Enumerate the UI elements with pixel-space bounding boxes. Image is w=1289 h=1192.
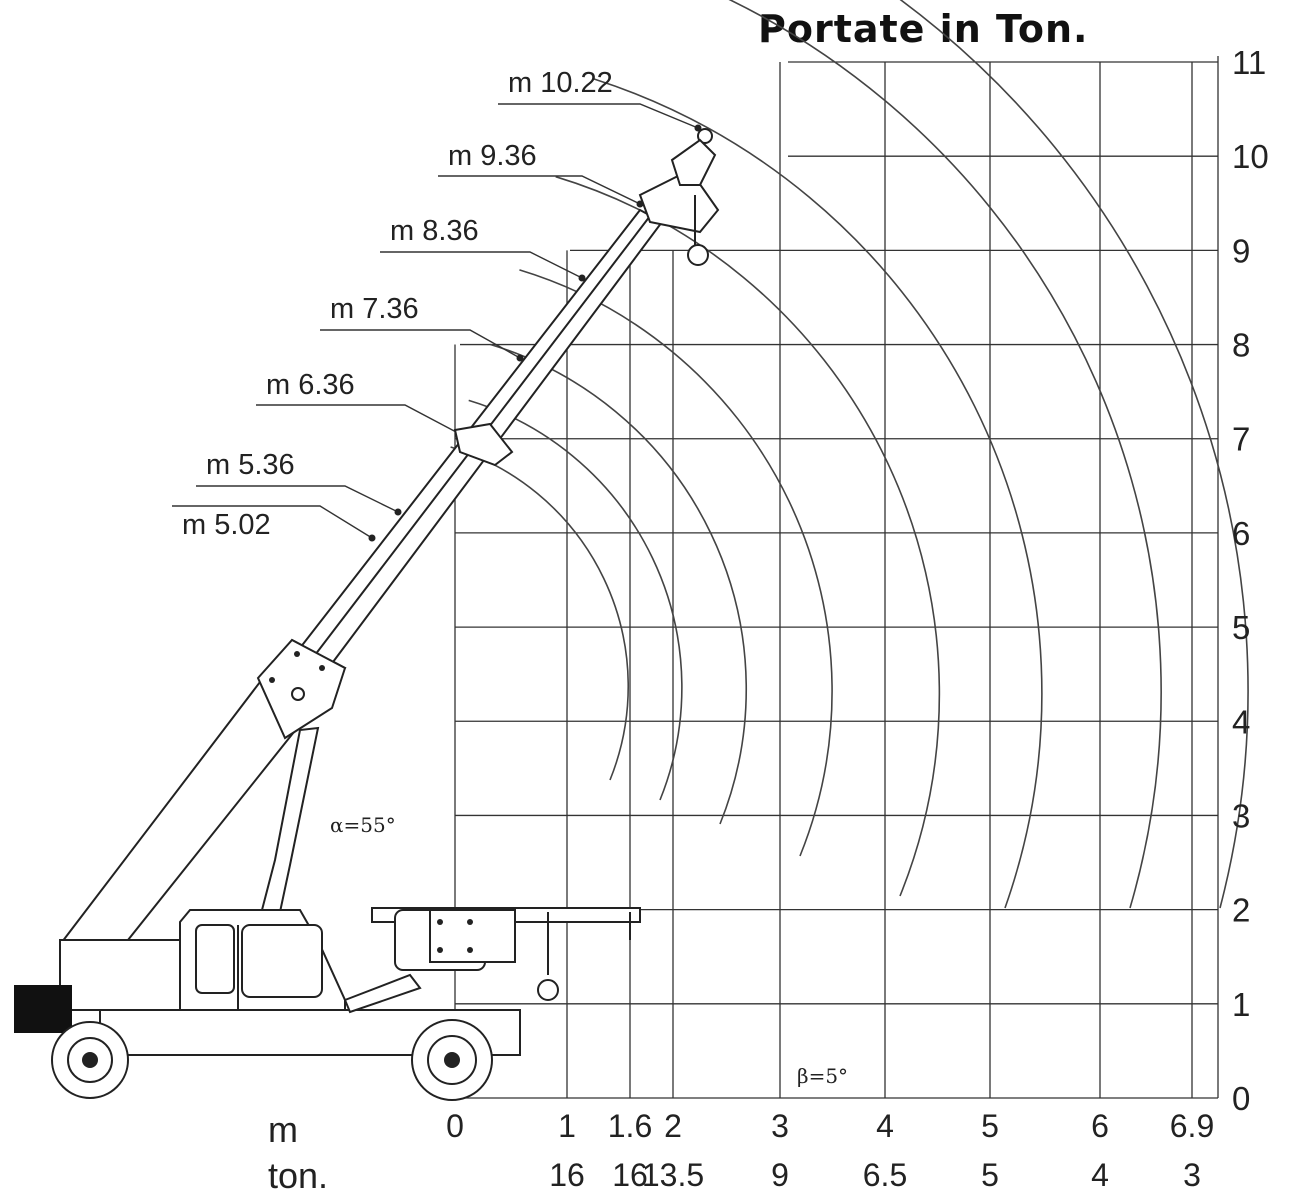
height-tick-label: 11 (1232, 44, 1266, 81)
height-tick-label: 9 (1232, 232, 1250, 269)
load-arc-4 (519, 269, 833, 857)
leader-line (438, 175, 641, 205)
height-tick-label: 0 (1232, 1080, 1250, 1117)
height-tick-label: 1 (1232, 986, 1250, 1023)
boom-length-6.36: m 6.36 (256, 369, 462, 437)
rear-wheel-icon (411, 1019, 493, 1101)
tonnage-row-label: ton. (268, 1155, 328, 1192)
boom-length-7.36: m 7.36 (320, 293, 524, 362)
load-arc-3 (490, 343, 748, 825)
radius-axis: 0 1 1.6 2 3 4 5 6 6.9 (446, 1108, 1214, 1144)
height-tick-label: 2 (1232, 892, 1250, 929)
crane-truck-icon (14, 128, 720, 1101)
boom-length-label: m 5.02 (182, 509, 271, 541)
boom-length-5.02: m 5.02 (172, 505, 376, 542)
leader-arrowhead (578, 274, 586, 282)
boom-length-9.36: m 9.36 (438, 140, 644, 208)
radius-tick-label: 6 (1091, 1108, 1109, 1144)
tonnage-value: 6.5 (863, 1157, 907, 1192)
hook-icon (670, 128, 717, 266)
leader-line (380, 251, 583, 279)
height-tick-label: 10 (1232, 138, 1269, 175)
leader-arrowhead (368, 534, 376, 542)
height-tick-label: 7 (1232, 421, 1250, 458)
radius-tick-label: 3 (771, 1108, 789, 1144)
leader-line (172, 505, 373, 539)
radius-row-label: m (268, 1109, 298, 1150)
front-wheel-icon (51, 1021, 129, 1099)
load-arc-5 (555, 175, 941, 897)
height-tick-label: 6 (1232, 515, 1250, 552)
tonnage-value: 4 (1091, 1157, 1109, 1192)
boom-length-10.22: m 10.22 (498, 67, 702, 132)
leader-line (498, 103, 699, 129)
boom-length-label: m 5.36 (206, 449, 295, 481)
height-tick-label: 4 (1232, 703, 1250, 740)
height-axis: 0 1 2 3 4 5 6 7 8 9 10 11 (1232, 44, 1269, 1117)
boom-length-label: m 6.36 (266, 369, 355, 401)
height-tick-label: 5 (1232, 609, 1250, 646)
radius-tick-label: 0 (446, 1108, 464, 1144)
load-arc-7 (728, 0, 1162, 909)
tonnage-value: 9 (771, 1157, 789, 1192)
radius-tick-label: 6.9 (1170, 1108, 1214, 1144)
load-arc-6 (593, 78, 1043, 909)
radius-tick-label: 2 (664, 1108, 682, 1144)
load-arc-2 (468, 399, 683, 801)
leader-arrowhead (516, 354, 524, 362)
boom-angle-label: α=55° (330, 813, 396, 837)
tonnage-value: 16 (549, 1157, 585, 1192)
boom-length-5.36: m 5.36 (196, 449, 402, 516)
boom-length-labels: m 10.22 m 9.36 m 8.36 m 7.36 m 6.36 m 5.36 m 5… (172, 67, 702, 542)
leader-line (256, 404, 459, 434)
tonnage-value: 5 (981, 1157, 999, 1192)
radius-tick-label: 1.6 (608, 1108, 652, 1144)
radius-tick-label: 5 (981, 1108, 999, 1144)
load-arc-8 (899, 0, 1249, 909)
load-arcs (450, 0, 1249, 909)
radius-tick-label: 4 (876, 1108, 894, 1144)
boom-length-8.36: m 8.36 (380, 215, 586, 282)
height-tick-label: 3 (1232, 797, 1250, 834)
leader-line (196, 485, 399, 513)
tonnage-value: 3 (1183, 1157, 1201, 1192)
tonnage-value: 13.5 (642, 1157, 704, 1192)
boom-length-label: m 10.22 (508, 67, 613, 99)
boom-length-label: m 7.36 (330, 293, 419, 325)
boom-length-label: m 8.36 (390, 215, 479, 247)
wheel-angle-label: β=5° (797, 1064, 848, 1088)
leader-arrowhead (694, 124, 702, 132)
boom-length-label: m 9.36 (448, 140, 537, 172)
tonnage-value: 16 (612, 1157, 648, 1192)
load-arc-1 (450, 446, 629, 781)
leader-arrowhead (394, 508, 402, 516)
leader-line (320, 329, 521, 359)
telescopic-boom (60, 168, 720, 952)
chart-title: Portate in Ton. (758, 7, 1088, 51)
radius-tick-label: 1 (558, 1108, 576, 1144)
height-tick-label: 8 (1232, 327, 1250, 364)
